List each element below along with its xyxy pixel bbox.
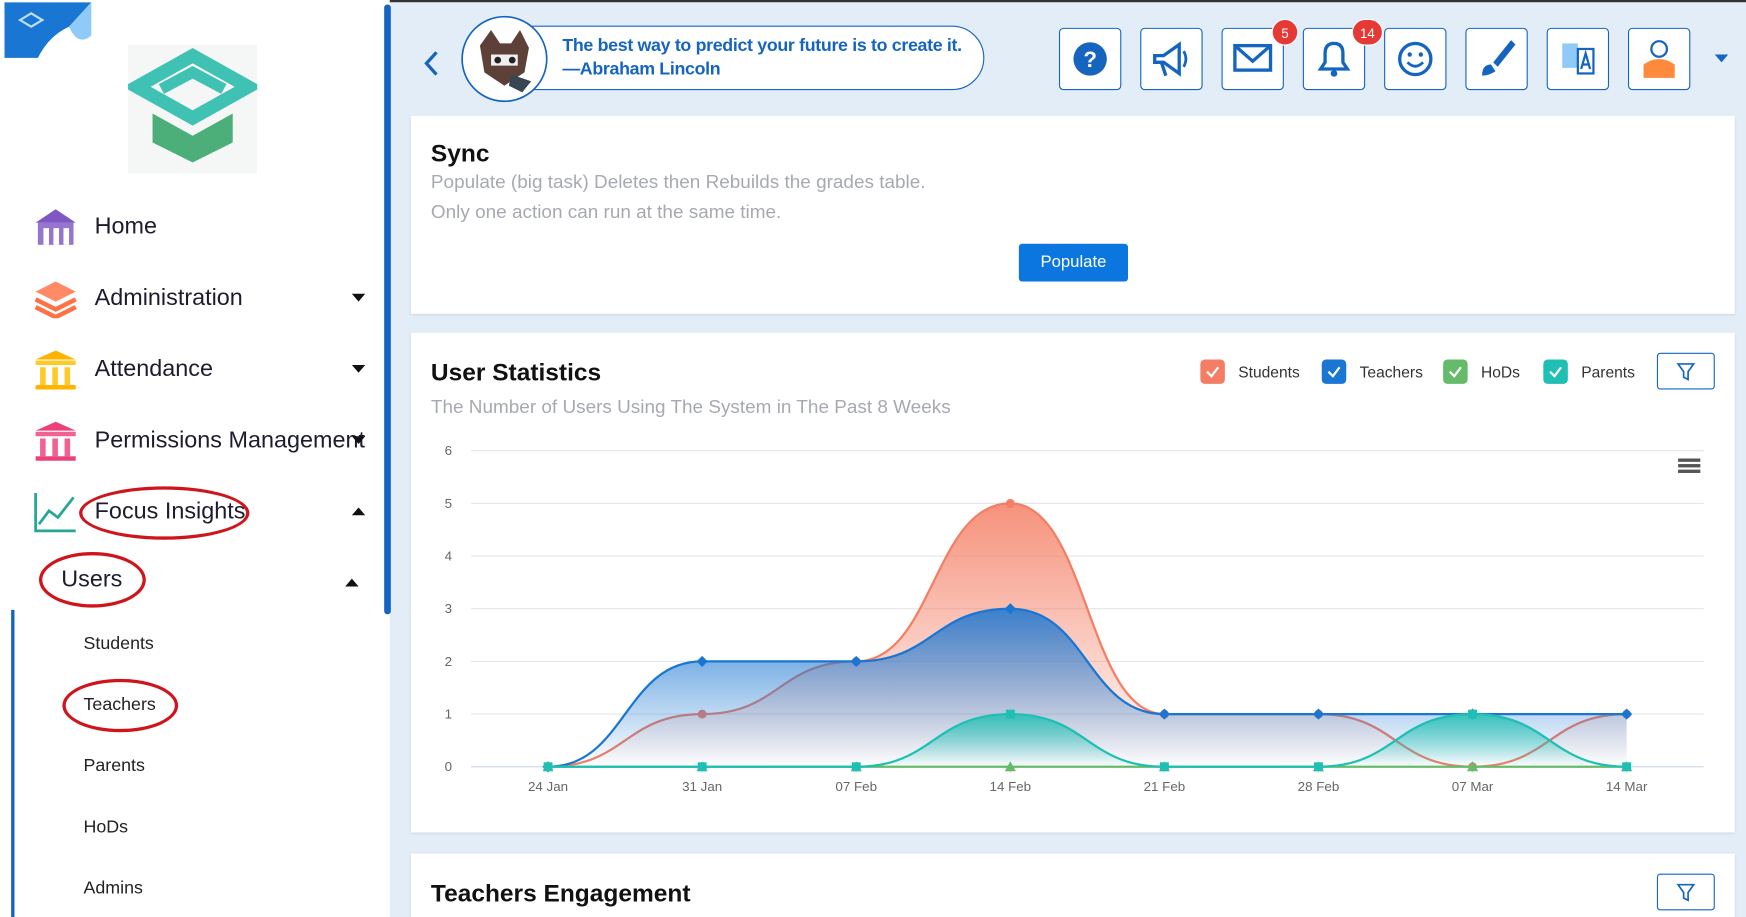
sync-card: Sync Populate (big task) Deletes then Re…	[410, 115, 1735, 314]
mood-button[interactable]	[1384, 27, 1447, 91]
point	[1005, 709, 1015, 719]
y-tick-label: 2	[445, 654, 452, 669]
nav-item[interactable]: Administration	[94, 284, 243, 311]
chart-title: User Statistics	[430, 358, 602, 387]
nav-item[interactable]: Attendance	[94, 356, 213, 382]
y-tick-label: 4	[445, 549, 453, 564]
point	[697, 762, 707, 772]
insights-icon	[34, 492, 76, 533]
point	[851, 762, 861, 772]
filter-button[interactable]	[1656, 352, 1715, 390]
point	[696, 655, 708, 667]
avatar	[461, 15, 548, 103]
sub-item[interactable]: Parents	[83, 756, 145, 776]
x-tick-label: 07 Mar	[1452, 779, 1494, 794]
annotation-circle	[79, 486, 250, 540]
profile-button[interactable]	[1627, 27, 1691, 91]
legend-label[interactable]: HoDs	[1480, 362, 1520, 381]
sub-item[interactable]: HoDs	[83, 817, 129, 837]
caret-down[interactable]	[351, 293, 366, 302]
legend-checkbox[interactable]	[1321, 359, 1347, 384]
language-button[interactable]	[1546, 27, 1610, 91]
legend-label[interactable]: Teachers	[1359, 362, 1423, 381]
caret-up[interactable]	[345, 578, 359, 587]
logo	[128, 44, 258, 174]
legend-checkbox[interactable]	[1443, 359, 1468, 384]
populate-button[interactable]: Populate	[1018, 243, 1128, 282]
y-tick-label: 6	[445, 443, 452, 458]
legend-label[interactable]: Parents	[1581, 362, 1635, 381]
y-tick-label: 3	[445, 601, 452, 616]
y-tick-label: 1	[445, 707, 452, 722]
description: Only one action can run at the same time…	[430, 201, 782, 223]
quote-text: The best way to predict your future is t…	[562, 36, 962, 56]
scrollbar[interactable]	[384, 4, 391, 615]
point	[850, 655, 862, 667]
point	[1468, 709, 1478, 719]
corner-ribbon	[4, 2, 92, 58]
legend-label[interactable]: Students	[1238, 362, 1300, 381]
top-border	[0, 0, 1746, 3]
engagement-card: Teachers Engagement	[410, 853, 1735, 917]
quote-author: —Abraham Lincoln	[562, 60, 721, 80]
x-tick-label: 24 Jan	[528, 779, 568, 794]
nav-item[interactable]: Permissions Management	[94, 427, 365, 453]
sidebar: Home Administration Attendance Permissio…	[0, 0, 390, 917]
point	[1005, 498, 1015, 508]
point	[1159, 762, 1169, 772]
quote-bubble: The best way to predict your future is t…	[501, 25, 985, 91]
back-arrow[interactable]	[421, 49, 443, 78]
x-tick-label: 07 Feb	[835, 779, 877, 794]
annotation-circle	[38, 551, 146, 608]
point	[1622, 762, 1632, 772]
legend-checkbox[interactable]	[1543, 359, 1568, 384]
svg-text:?: ?	[1083, 47, 1097, 72]
point	[1004, 603, 1016, 615]
point	[1314, 762, 1323, 772]
point	[543, 762, 553, 772]
caret-down[interactable]	[351, 365, 366, 373]
x-tick-label: 28 Feb	[1298, 779, 1340, 794]
sub-item[interactable]: Students	[83, 634, 154, 654]
card-title: Teachers Engagement	[430, 879, 691, 907]
badge: 5	[1271, 18, 1299, 46]
chart: 0 1 2 3 4 5 6 24 Jan 31 Jan 07 Feb 14 Feb 21 Feb 28 …	[445, 443, 1704, 794]
card-title: Sync	[430, 139, 490, 167]
area	[548, 608, 1627, 767]
chart-subtitle: The Number of Users Using The System in …	[430, 396, 951, 418]
caret-down[interactable]	[351, 436, 366, 445]
x-tick-label: 14 Feb	[990, 779, 1032, 794]
annotation-circle	[62, 678, 179, 733]
caret-up[interactable]	[351, 507, 366, 516]
theme-button[interactable]	[1465, 27, 1528, 91]
legend-checkbox[interactable]	[1200, 359, 1225, 384]
description: Populate (big task) Deletes then Rebuild…	[430, 171, 926, 193]
filter-button[interactable]	[1656, 873, 1715, 911]
help-button[interactable]: ?	[1058, 27, 1122, 91]
attendance-icon	[35, 350, 76, 390]
home-icon	[35, 209, 76, 245]
y-tick-label: 5	[445, 496, 452, 511]
menu-icon[interactable]	[1678, 458, 1701, 473]
permissions-icon	[35, 421, 76, 461]
nav-item[interactable]: Home	[94, 213, 158, 240]
admin-icon	[34, 281, 77, 319]
submenu-line	[11, 609, 15, 917]
badge: 14	[1351, 18, 1383, 46]
x-tick-label: 21 Feb	[1144, 779, 1186, 794]
y-tick-label: 0	[445, 759, 452, 774]
profile-caret[interactable]	[1714, 54, 1729, 63]
announce-button[interactable]	[1140, 27, 1203, 91]
x-tick-label: 14 Mar	[1606, 779, 1648, 794]
sub-item[interactable]: Admins	[83, 879, 143, 899]
line	[548, 712, 1627, 768]
x-tick-label: 31 Jan	[682, 779, 722, 794]
